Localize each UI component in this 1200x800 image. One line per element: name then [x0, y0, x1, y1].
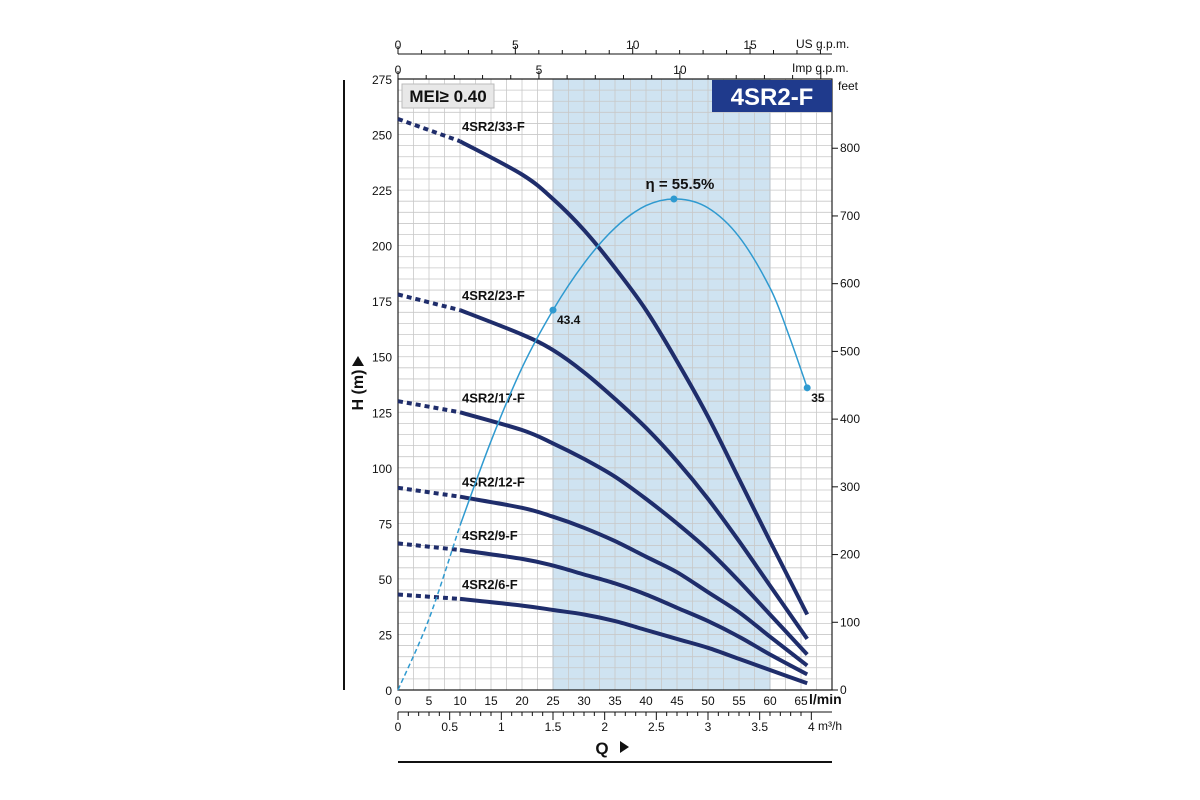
curve-dashed-4sr2-6-f: [397, 592, 461, 601]
efficiency-curve-dashed: [397, 525, 461, 691]
curve-dashed-4sr2-33-f: [397, 117, 461, 144]
imp-gpm-unit: Imp g.p.m.: [792, 61, 849, 75]
curve-4sr2-23-f: [459, 308, 809, 641]
m3h-tick-label: 2.5: [648, 720, 665, 734]
imp-gpm-tick-label: 0: [395, 63, 402, 77]
efficiency-marker: [549, 306, 557, 314]
lmin-tick-label: 45: [670, 694, 684, 708]
curve-dashed-4sr2-12-f: [397, 485, 461, 499]
curve-label-4sr2-33-f: 4SR2/33-F: [462, 119, 525, 134]
m3h-tick-label: 2: [601, 720, 608, 734]
efficiency-curve: 43.4 35 η = 55.5%: [397, 176, 825, 691]
feet-tick-label: 0: [840, 683, 847, 697]
h-tick-label: 25: [379, 628, 393, 642]
curve-4sr2-12-f: [459, 494, 809, 668]
curve-label-4sr2-9-f: 4SR2/9-F: [462, 528, 518, 543]
m3h-tick-label: 3: [705, 720, 712, 734]
m3h-tick-label: 0.5: [441, 720, 458, 734]
curve-dashed-4sr2-9-f: [397, 541, 461, 552]
efficiency-curve-line: [459, 198, 808, 526]
title-badge: [712, 80, 832, 112]
h-tick-label: 75: [379, 517, 393, 531]
feet-tick-label: 400: [840, 412, 860, 426]
feet-tick-label: 200: [840, 548, 860, 562]
mei-badge: [401, 83, 495, 109]
lmin-tick-label: 65: [794, 694, 808, 708]
feet-tick-label: 300: [840, 480, 860, 494]
lmin-tick-label: 25: [546, 694, 560, 708]
h-tick-label: 275: [372, 73, 392, 87]
curve-label-4sr2-12-f: 4SR2/12-F: [462, 475, 525, 490]
lmin-tick-label: 35: [608, 694, 622, 708]
feet-tick-label: 100: [840, 615, 860, 629]
lmin-tick-label: 5: [426, 694, 433, 708]
imp-gpm-tick-label: 5: [536, 63, 543, 77]
h-tick-label: 125: [372, 406, 392, 420]
h-tick-label: 100: [372, 462, 392, 476]
m3h-tick-label: 3.5: [751, 720, 768, 734]
curve-4sr2-9-f: [459, 548, 809, 677]
h-tick-label: 150: [372, 351, 392, 365]
y-axis-label: H (m): [350, 370, 367, 411]
feet-axis-label: feet: [838, 79, 859, 93]
m3h-tick-label: 1.5: [545, 720, 562, 734]
efficiency-marker: [803, 384, 811, 392]
lmin-tick-label: 50: [701, 694, 715, 708]
lmin-tick-label: 20: [515, 694, 529, 708]
curve-label-4sr2-17-f: 4SR2/17-F: [462, 390, 525, 405]
curve-4sr2-33-f: [459, 139, 809, 616]
us-gpm-tick-label: 0: [395, 38, 402, 52]
curve-4sr2-17-f: [459, 410, 809, 656]
x-axis-label: Q: [595, 739, 608, 758]
imp-gpm-tick-label: 10: [673, 63, 687, 77]
curve-4sr2-6-f: [459, 596, 808, 686]
us-gpm-unit: US g.p.m.: [796, 37, 849, 51]
pump-curves: 4SR2/33-F 4SR2/23-F 4SR2/17-F 4SR2/12-F 4SR2…: [397, 117, 809, 686]
y-axis-arrow-icon: [352, 356, 364, 366]
mei-label: MEI≥ 0.40: [409, 87, 486, 106]
lmin-tick-label: 30: [577, 694, 591, 708]
m3h-tick-label: 4: [808, 720, 815, 734]
efficiency-peak-label: η = 55.5%: [646, 176, 715, 193]
curve-label-4sr2-6-f: 4SR2/6-F: [462, 577, 518, 592]
lmin-tick-label: 15: [484, 694, 498, 708]
m3h-tick-label: 0: [395, 720, 402, 734]
h-tick-label: 200: [372, 240, 392, 254]
us-gpm-tick-label: 15: [743, 38, 757, 52]
efficiency-marker: [670, 195, 678, 203]
m3h-tick-label: 1: [498, 720, 505, 734]
efficiency-marker-label: 35: [811, 391, 825, 405]
lmin-tick-label: 40: [639, 694, 653, 708]
curve-dashed-4sr2-23-f: [397, 292, 461, 313]
efficiency-marker-label: 43.4: [557, 313, 581, 327]
feet-tick-label: 700: [840, 209, 860, 223]
chart-title: 4SR2-F: [731, 84, 814, 111]
lmin-tick-label: 0: [395, 694, 402, 708]
lmin-tick-label: 60: [763, 694, 777, 708]
h-tick-label: 0: [385, 684, 392, 698]
h-tick-label: 250: [372, 129, 392, 143]
h-tick-label: 50: [379, 573, 393, 587]
lmin-unit: l/min: [809, 691, 842, 707]
us-gpm-tick-label: 10: [626, 38, 640, 52]
feet-tick-label: 800: [840, 141, 860, 155]
us-gpm-tick-label: 5: [512, 38, 519, 52]
lmin-tick-label: 55: [732, 694, 746, 708]
axes: 0255075100125150175200225250275010020030…: [343, 38, 860, 763]
m3h-unit: m³/h: [818, 719, 842, 733]
feet-tick-label: 600: [840, 277, 860, 291]
curve-dashed-4sr2-17-f: [397, 399, 461, 415]
h-tick-label: 225: [372, 184, 392, 198]
curve-label-4sr2-23-f: 4SR2/23-F: [462, 288, 525, 303]
feet-tick-label: 500: [840, 344, 860, 358]
x-axis-arrow-icon: [620, 741, 629, 753]
lmin-tick-label: 10: [453, 694, 467, 708]
h-tick-label: 175: [372, 295, 392, 309]
